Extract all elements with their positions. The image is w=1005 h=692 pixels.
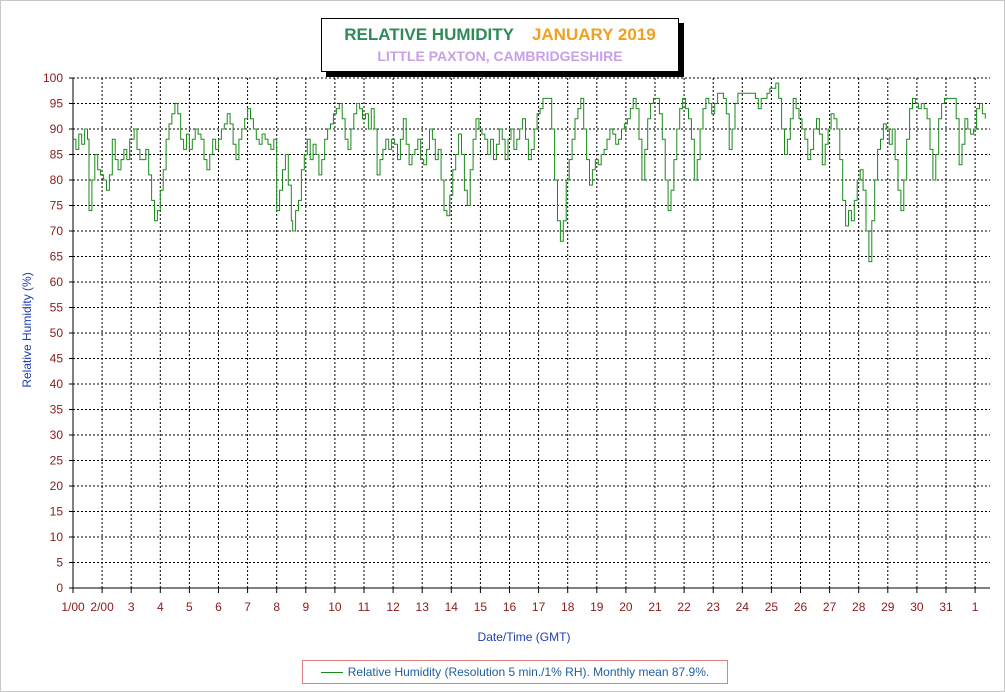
- series-layer: [73, 82, 986, 263]
- x-tick-label: 19: [590, 600, 604, 614]
- y-tick-label: 95: [50, 97, 64, 111]
- y-tick-label: 45: [50, 352, 64, 366]
- x-tick-label: 4: [157, 600, 164, 614]
- x-tick-label: 11: [358, 600, 371, 614]
- legend-label: Relative Humidity (Resolution 5 min./1% …: [347, 665, 710, 679]
- legend: Relative Humidity (Resolution 5 min./1% …: [302, 660, 728, 684]
- x-tick-label: 7: [244, 600, 251, 614]
- y-tick-label: 20: [50, 479, 64, 493]
- y-tick-label: 90: [50, 122, 64, 136]
- chart-title: RELATIVE HUMIDITY: [344, 25, 514, 44]
- x-tick-labels: 1/00 2/00 3 4 5 6 7 8 9 10 11 12 13 14 15 16 17 18 19 20 21 2…: [61, 600, 978, 614]
- x-tick-label: 2/00: [90, 600, 114, 614]
- title-line: RELATIVE HUMIDITY JANUARY 2019: [322, 25, 678, 45]
- x-tick-label: 15: [474, 600, 488, 614]
- x-tick-label: 12: [386, 600, 400, 614]
- x-tick-label: 23: [707, 600, 721, 614]
- x-tick-label: 26: [794, 600, 808, 614]
- y-tick-label: 55: [50, 301, 64, 315]
- x-tick-label: 16: [503, 600, 517, 614]
- x-tick-label: 1/00: [61, 600, 85, 614]
- x-tick-label: 10: [328, 600, 342, 614]
- y-axis-label: Relative Humidity (%): [20, 272, 34, 387]
- chart-subtitle: LITTLE PAXTON, CAMBRIDGESHIRE: [377, 48, 623, 64]
- title-box: RELATIVE HUMIDITY JANUARY 2019 LITTLE PAX…: [321, 18, 679, 72]
- x-tick-label: 25: [765, 600, 779, 614]
- x-tick-label: 8: [273, 600, 280, 614]
- x-tick-label: 6: [215, 600, 222, 614]
- x-tick-label: 30: [910, 600, 924, 614]
- y-tick-label: 65: [50, 250, 64, 264]
- x-tick-label: 5: [186, 600, 193, 614]
- y-tick-label: 75: [50, 199, 64, 213]
- x-tick-label: 9: [302, 600, 309, 614]
- y-tick-label: 5: [56, 556, 63, 570]
- y-tick-labels: 0 5 10 15 20 25 30 35 40 45 50 55 60 65 70 75 80 85 90 95 10…: [43, 71, 63, 595]
- x-tick-label: 3: [128, 600, 135, 614]
- x-tick-label: 17: [532, 600, 546, 614]
- x-tick-label: 24: [736, 600, 750, 614]
- x-tick-label: 22: [677, 600, 691, 614]
- y-tick-label: 30: [50, 428, 64, 442]
- x-tick-label: 13: [416, 600, 430, 614]
- y-tick-label: 70: [50, 224, 64, 238]
- y-tick-label: 60: [50, 275, 64, 289]
- y-tick-label: 15: [50, 505, 64, 519]
- x-tick-label: 21: [648, 600, 662, 614]
- x-tick-label: 14: [445, 600, 459, 614]
- y-tick-label: 50: [50, 326, 64, 340]
- x-tick-label: 1: [972, 600, 979, 614]
- y-tick-label: 85: [50, 148, 64, 162]
- x-tick-label: 20: [619, 600, 633, 614]
- grid-layer: [73, 77, 990, 588]
- y-tick-label: 10: [50, 530, 64, 544]
- x-tick-label: 18: [561, 600, 575, 614]
- x-tick-label: 29: [881, 600, 895, 614]
- y-tick-label: 0: [56, 581, 63, 595]
- y-tick-label: 80: [50, 173, 64, 187]
- humidity-series-line: [73, 82, 986, 263]
- x-tick-label: 31: [939, 600, 953, 614]
- legend-swatch: [320, 671, 343, 673]
- x-tick-label: 28: [852, 600, 866, 614]
- x-tick-label: 27: [823, 600, 837, 614]
- y-tick-label: 35: [50, 403, 64, 417]
- x-axis-label: Date/Time (GMT): [478, 630, 571, 644]
- axis-layer: [69, 77, 990, 593]
- y-tick-label: 25: [50, 454, 64, 468]
- y-tick-label: 100: [43, 71, 63, 85]
- chart-title-month: JANUARY 2019: [531, 25, 656, 44]
- y-tick-label: 40: [50, 377, 64, 391]
